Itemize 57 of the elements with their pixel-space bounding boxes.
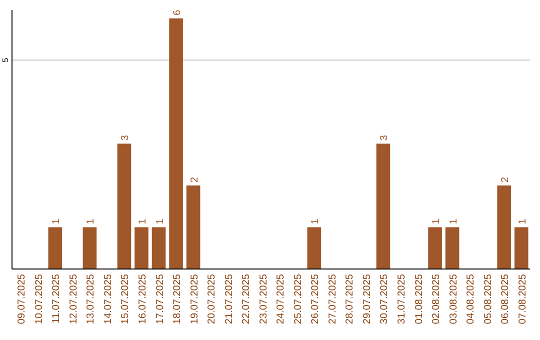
bar <box>186 185 200 269</box>
data-label: 3 <box>379 134 390 141</box>
x-tick-label: 10.07.2025 <box>34 274 45 324</box>
x-tick-label: 21.07.2025 <box>224 274 235 324</box>
bar <box>376 144 390 269</box>
data-label: 2 <box>500 176 512 182</box>
x-tick-label: 26.07.2025 <box>310 274 322 324</box>
data-label: 1 <box>154 218 166 224</box>
bar <box>48 227 62 269</box>
data-label: 1 <box>310 218 322 224</box>
x-tick-label: 05.08.2025 <box>482 274 494 324</box>
x-tick-label: 28.07.2025 <box>344 274 356 324</box>
bar <box>169 18 183 269</box>
data-label: 3 <box>120 134 132 141</box>
data-label: 1 <box>86 218 97 224</box>
x-tick-label: 04.08.2025 <box>466 274 477 324</box>
x-tick-label: 24.07.2025 <box>276 274 287 324</box>
bar <box>82 227 97 269</box>
data-label: 1 <box>138 218 148 224</box>
x-tick-label: 11.07.2025 <box>51 274 62 324</box>
bar <box>514 227 528 269</box>
x-tick-label: 31.07.2025 <box>396 274 408 324</box>
x-tick-label: 19.07.2025 <box>189 274 200 324</box>
x-tick-label: 30.07.2025 <box>379 274 390 324</box>
data-label: 1 <box>51 218 62 224</box>
x-tick-label: 22.07.2025 <box>241 274 252 324</box>
bar <box>445 227 460 269</box>
x-tick-label: 18.07.2025 <box>172 274 184 324</box>
x-tick-label: 29.07.2025 <box>362 274 373 324</box>
x-tick-label: 12.07.2025 <box>68 274 80 324</box>
bar <box>497 185 512 269</box>
data-label: 1 <box>517 218 528 224</box>
x-tick-label: 25.07.2025 <box>292 274 304 324</box>
x-tick-label: 13.07.2025 <box>86 274 97 324</box>
bar <box>307 227 322 269</box>
x-tick-label: 02.08.2025 <box>431 274 442 324</box>
x-tick-label: 27.07.2025 <box>327 274 338 324</box>
bar <box>117 144 132 269</box>
x-tick-label: 07.08.2025 <box>517 274 528 324</box>
x-tick-label: 06.08.2025 <box>500 274 512 324</box>
y-tick-label: 5 <box>1 57 10 62</box>
x-tick-label: 20.07.2025 <box>206 274 218 324</box>
bar <box>152 227 166 269</box>
x-tick-label: 15.07.2025 <box>120 274 132 324</box>
data-label: 6 <box>172 9 184 16</box>
bar <box>134 227 148 269</box>
x-tick-label: 17.07.2025 <box>154 274 166 324</box>
x-tick-label: 14.07.2025 <box>102 274 114 324</box>
x-tick-label: 16.07.2025 <box>138 274 148 324</box>
x-tick-label: 23.07.2025 <box>258 274 270 324</box>
x-tick-label: 03.08.2025 <box>448 274 460 324</box>
x-tick-label: 01.08.2025 <box>414 274 425 324</box>
x-tick-label: 09.07.2025 <box>16 274 28 324</box>
bar <box>428 227 442 269</box>
data-label: 1 <box>448 218 460 224</box>
data-label: 1 <box>431 218 442 224</box>
data-label: 2 <box>189 176 200 182</box>
